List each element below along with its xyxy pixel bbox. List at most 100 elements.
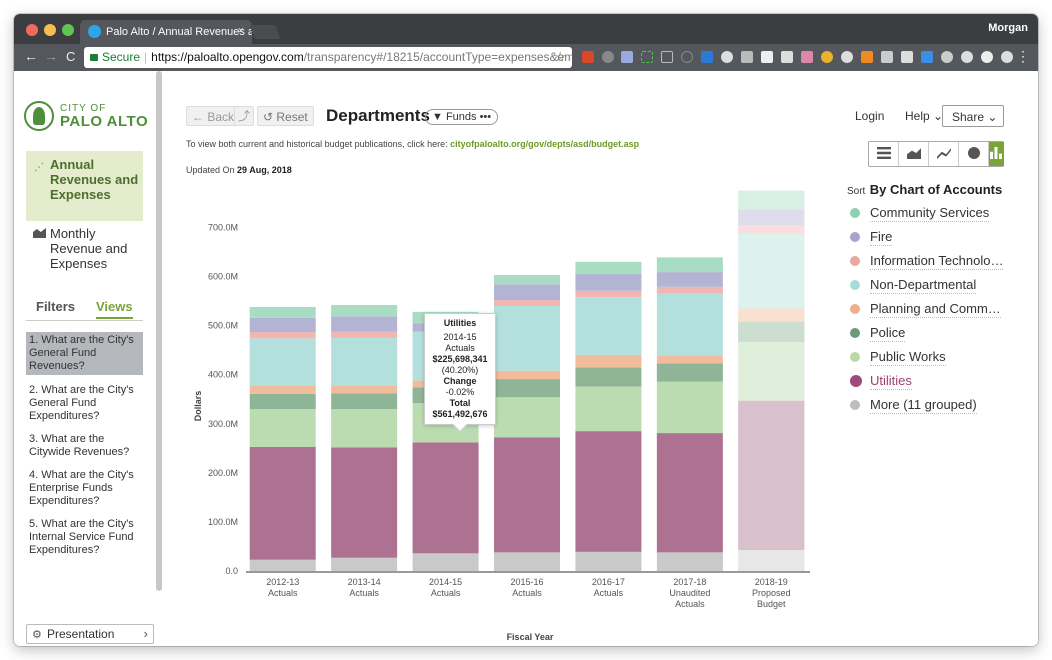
extension-icon[interactable] (921, 51, 933, 63)
bar-segment[interactable] (656, 552, 723, 571)
extension-icon[interactable] (961, 51, 973, 63)
bar-segment[interactable] (494, 397, 560, 438)
help-menu[interactable]: Help ⌄ (905, 109, 944, 123)
bar-segment[interactable] (494, 552, 560, 571)
extension-icon[interactable] (941, 51, 953, 63)
extension-icon[interactable] (602, 51, 614, 63)
extension-icon[interactable] (1001, 51, 1013, 63)
bar-segment[interactable] (575, 367, 642, 387)
extension-icon[interactable] (701, 51, 713, 63)
tab-views[interactable]: Views (96, 299, 133, 319)
bar-segment[interactable] (249, 409, 316, 447)
bar-segment[interactable] (331, 331, 398, 338)
bar-segment[interactable] (494, 305, 560, 371)
bar-segment[interactable] (331, 304, 398, 317)
bar-segment[interactable] (249, 385, 316, 394)
extension-icon[interactable] (981, 51, 993, 63)
bar-segment[interactable] (575, 290, 642, 298)
bar-segment[interactable] (575, 551, 642, 571)
bar-segment[interactable] (656, 355, 723, 364)
maximize-window-button[interactable] (62, 24, 74, 36)
bar-segment[interactable] (331, 447, 398, 558)
forward-arrow-icon[interactable]: → (44, 48, 58, 64)
bar-segment[interactable] (249, 331, 316, 339)
tab-close-icon[interactable]: × (237, 25, 244, 37)
extension-icon[interactable] (861, 51, 873, 63)
bar-segment[interactable] (249, 559, 316, 571)
bar-segment[interactable] (656, 433, 723, 553)
close-window-button[interactable] (26, 24, 38, 36)
extension-icon[interactable] (661, 51, 673, 63)
bar-segment[interactable] (575, 274, 642, 291)
extension-icon[interactable] (881, 51, 893, 63)
bar-segment[interactable] (656, 293, 723, 356)
bar-segment[interactable] (331, 337, 398, 386)
minimize-window-button[interactable] (44, 24, 56, 36)
reset-button[interactable]: ↺ Reset (257, 106, 314, 126)
bar-segment[interactable] (575, 431, 642, 552)
bar-segment[interactable] (331, 385, 398, 394)
view-item[interactable]: 4. What are the City's Enterprise Funds … (29, 469, 134, 507)
bar-segment[interactable] (494, 275, 560, 285)
area-chart-icon[interactable] (899, 142, 929, 166)
bar-segment[interactable] (249, 338, 316, 386)
bar-segment[interactable] (656, 381, 723, 434)
bar-segment[interactable] (331, 409, 398, 448)
funds-filter-pill[interactable]: ▼ Funds ••• (425, 109, 499, 125)
bar-segment[interactable] (656, 257, 723, 273)
browser-tab[interactable]: Palo Alto / Annual Revenues an × (80, 20, 252, 44)
bar-segment[interactable] (249, 306, 316, 318)
bar-segment[interactable] (575, 297, 642, 356)
bar-segment[interactable] (494, 284, 560, 301)
bar-segment[interactable] (412, 553, 479, 571)
legend-title[interactable]: By Chart of Accounts (869, 182, 1003, 197)
extension-icon[interactable] (641, 51, 653, 63)
bar-segment[interactable] (331, 316, 398, 332)
line-chart-icon[interactable] (929, 142, 959, 166)
extension-icon[interactable] (681, 51, 693, 63)
nav-monthly-revenue-expenses[interactable]: Monthly Revenue and Expenses (26, 226, 143, 271)
view-item[interactable]: 2. What are the City's General Fund Expe… (29, 384, 134, 422)
back-button[interactable]: ← Back (186, 106, 241, 126)
bar-segment[interactable] (575, 355, 642, 368)
extension-icon[interactable] (621, 51, 633, 63)
share-menu-button[interactable]: Share ⌄ (942, 105, 1004, 127)
bar-segment[interactable] (656, 363, 723, 382)
bar-segment[interactable] (249, 446, 316, 560)
sidebar-scrollbar[interactable] (156, 71, 162, 591)
view-item[interactable]: 1. What are the City's General Fund Reve… (26, 332, 143, 375)
bar-segment[interactable] (656, 286, 723, 294)
bookmark-star-icon[interactable]: ☆ (554, 49, 566, 64)
table-icon[interactable] (869, 142, 899, 166)
extension-icon[interactable] (821, 51, 833, 63)
nav-annual-revenues-expenses[interactable]: ⋰ Annual Revenues and Expenses (26, 151, 143, 221)
bar-segment[interactable] (575, 261, 642, 275)
profile-name[interactable]: Morgan (988, 22, 1028, 34)
reload-icon[interactable]: C (66, 49, 76, 64)
bar-segment[interactable] (331, 557, 398, 571)
extension-icon[interactable] (901, 51, 913, 63)
browser-menu-icon[interactable]: ⋮ (1016, 48, 1030, 64)
tab-filters[interactable]: Filters (36, 299, 76, 314)
share-icon[interactable]: ⤴ (234, 106, 254, 126)
bar-segment[interactable] (656, 272, 723, 287)
extension-icon[interactable] (721, 51, 733, 63)
budget-link[interactable]: cityofpaloalto.org/gov/depts/asd/budget.… (450, 139, 640, 149)
extension-icon[interactable] (801, 51, 813, 63)
city-logo[interactable]: CITY OF PALO ALTO (24, 101, 154, 137)
view-item[interactable]: 5. What are the City's Internal Service … (29, 518, 134, 556)
extension-icon[interactable] (582, 51, 594, 63)
view-item[interactable]: 3. What are the Citywide Revenues? (29, 433, 130, 458)
login-link[interactable]: Login (855, 109, 885, 123)
bar-segment[interactable] (494, 379, 560, 398)
extension-icon[interactable] (741, 51, 753, 63)
address-bar[interactable]: Secure | https://paloalto.opengov.com/tran… (84, 47, 572, 68)
pie-chart-icon[interactable] (959, 142, 989, 166)
bar-segment[interactable] (249, 393, 316, 410)
bar-segment[interactable] (494, 437, 560, 553)
bar-chart-icon[interactable] (989, 142, 1004, 166)
bar-segment[interactable] (249, 317, 316, 332)
presentation-button[interactable]: ⚙ Presentation › (26, 624, 154, 644)
bar-segment[interactable] (331, 393, 398, 410)
back-arrow-icon[interactable]: ← (24, 48, 38, 64)
